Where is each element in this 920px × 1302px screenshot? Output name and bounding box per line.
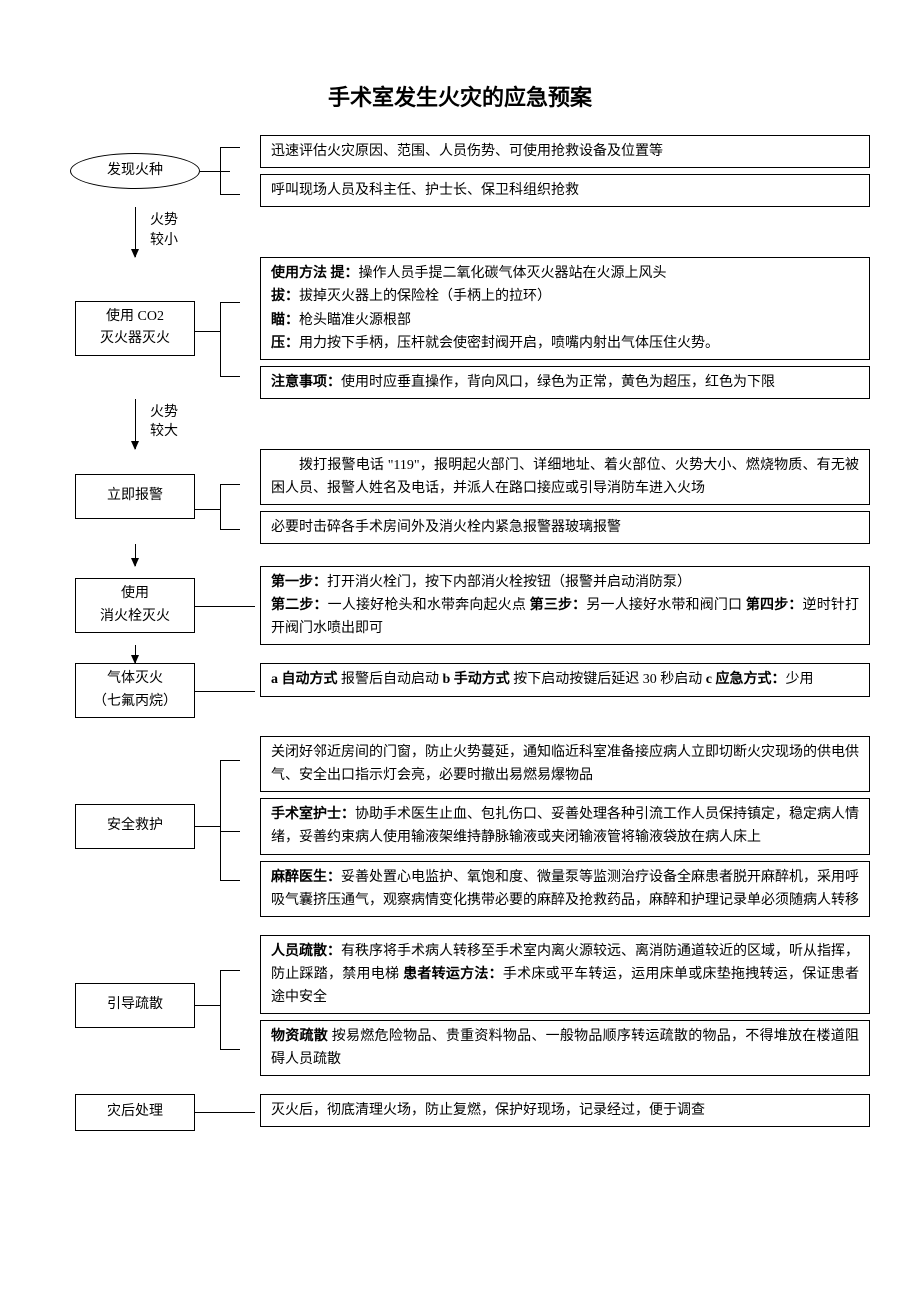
node-start: 发现火种 [70,153,200,189]
node-evacuate-label: 引导疏散 [107,997,163,1012]
desc-hydrant: 第一步：打开消火栓门，按下内部消火栓按钮（报警并启动消防泵） 第二步：一人接好枪… [260,566,870,645]
node-hydrant: 使用 消火栓灭火 [75,578,195,633]
node-start-label: 发现火种 [107,160,163,182]
node-after-label: 灾后处理 [107,1104,163,1119]
node-co2: 使用 CO2 灭火器灭火 [75,301,195,356]
node-alarm: 立即报警 [75,474,195,518]
edge-large-fire: 火势较大 [150,403,178,442]
flowchart: 发现火种 迅速评估火灾原因、范围、人员伤势、可使用抢救设备及位置等 呼叫现场人员… [50,135,870,1130]
node-alarm-label: 立即报警 [107,488,163,503]
node-rescue: 安全救护 [75,804,195,848]
desc-alarm-1: 拨打报警电话 "119"，报明起火部门、详细地址、着火部位、火势大小、燃烧物质、… [260,449,870,505]
desc-rescue-2: 手术室护士：协助手术医生止血、包扎伤口、妥善处理各种引流工作人员保持镇定，稳定病… [260,798,870,854]
node-after: 灾后处理 [75,1094,195,1130]
node-gas-line2: （七氟丙烷） [93,694,177,709]
desc-rescue-3: 麻醉医生：妥善处置心电监护、氧饱和度、微量泵等监测治疗设备全麻患者脱开麻醉机，采… [260,861,870,917]
node-hydrant-line2: 消火栓灭火 [100,609,170,624]
desc-start-1: 迅速评估火灾原因、范围、人员伤势、可使用抢救设备及位置等 [260,135,870,168]
desc-co2-usage: 使用方法 提：操作人员手提二氧化碳气体灭火器站在火源上风头 拔：拔掉灭火器上的保… [260,257,870,359]
edge-small-fire: 火势较小 [150,211,178,250]
desc-start-2: 呼叫现场人员及科主任、护士长、保卫科组织抢救 [260,174,870,207]
node-co2-line2: 灭火器灭火 [100,331,170,346]
desc-evac-1: 人员疏散：有秩序将手术病人转移至手术室内离火源较远、离消防通道较近的区域，听从指… [260,935,870,1014]
node-rescue-label: 安全救护 [107,818,163,833]
desc-alarm-2: 必要时击碎各手术房间外及消火栓内紧急报警器玻璃报警 [260,511,870,544]
node-gas-line1: 气体灭火 [107,671,163,686]
node-co2-line1: 使用 CO2 [106,309,164,324]
desc-gas: a 自动方式 报警后自动启动 b 手动方式 按下启动按键后延迟 30 秒启动 c… [260,663,870,696]
desc-co2-note: 注意事项：使用时应垂直操作，背向风口，绿色为正常，黄色为超压，红色为下限 [260,366,870,399]
node-evacuate: 引导疏散 [75,983,195,1027]
desc-evac-2: 物资疏散 按易燃危险物品、贵重资料物品、一般物品顺序转运疏散的物品，不得堆放在楼… [260,1020,870,1076]
desc-rescue-1: 关闭好邻近房间的门窗，防止火势蔓延，通知临近科室准备接应病人立即切断火灾现场的供… [260,736,870,792]
page-title: 手术室发生火灾的应急预案 [50,80,870,115]
desc-after: 灭火后，彻底清理火场，防止复燃，保护好现场，记录经过，便于调查 [260,1094,870,1127]
node-hydrant-line1: 使用 [121,586,149,601]
node-gas: 气体灭火 （七氟丙烷） [75,663,195,718]
